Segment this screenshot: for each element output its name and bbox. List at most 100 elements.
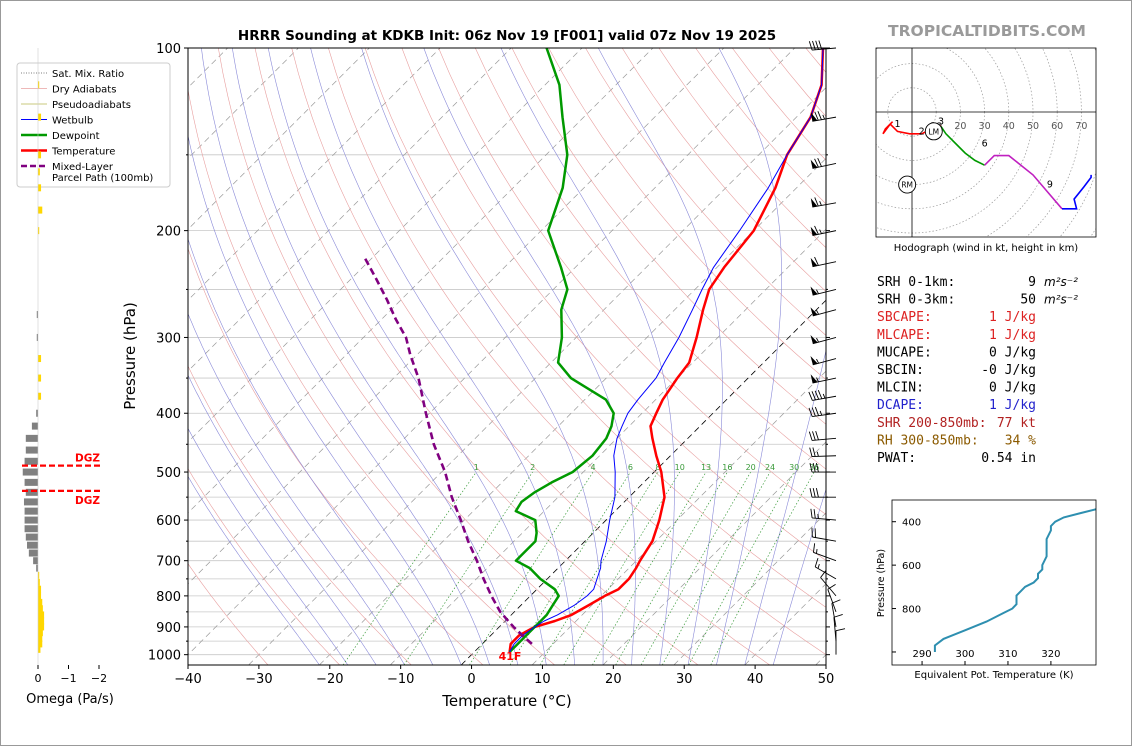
omega-bar bbox=[24, 478, 38, 486]
index-value: -0 J/kg bbox=[981, 363, 1036, 378]
isotherm bbox=[673, 512, 826, 665]
hodograph-trace bbox=[940, 126, 985, 166]
wind-barb bbox=[810, 197, 837, 208]
mixing-ratio-line bbox=[710, 471, 815, 665]
isotherm bbox=[390, 228, 826, 665]
x-tick-label: 30 bbox=[676, 672, 693, 687]
omega-bar bbox=[38, 168, 40, 176]
moist-adiabat bbox=[188, 237, 434, 665]
mixing-ratio-line bbox=[592, 471, 707, 665]
theta-e-xlabel: Equivalent Pot. Temperature (K) bbox=[914, 670, 1073, 681]
barb-half bbox=[819, 229, 822, 234]
barb-full bbox=[813, 543, 816, 553]
barb-half bbox=[819, 410, 823, 416]
omega-bar bbox=[27, 541, 38, 549]
moist-adiabat bbox=[188, 312, 405, 665]
omega-bar bbox=[38, 617, 45, 625]
legend-label: Sat. Mix. Ratio bbox=[52, 69, 124, 80]
x-tick-label: −10 bbox=[387, 672, 414, 687]
barb-full bbox=[817, 390, 823, 399]
barb-half bbox=[816, 377, 819, 382]
skewt-frame bbox=[187, 47, 827, 666]
barb-flag bbox=[810, 198, 818, 208]
dry-adiabat bbox=[548, 48, 826, 381]
theta-e-x-tick-label: 290 bbox=[913, 649, 932, 660]
dry-adiabat bbox=[475, 48, 826, 470]
mixing-ratio-line bbox=[615, 471, 728, 665]
theta-e-y-tick-label: 800 bbox=[902, 605, 921, 616]
wind-barb bbox=[814, 557, 837, 580]
barb-half bbox=[816, 310, 820, 315]
hodograph-trace bbox=[984, 154, 1063, 210]
barb-flag bbox=[810, 159, 818, 169]
barb-full bbox=[808, 391, 813, 401]
omega-bar bbox=[38, 629, 43, 637]
barb-full bbox=[812, 447, 816, 457]
mixing-ratio-label: 13 bbox=[701, 463, 711, 472]
moist-adiabat bbox=[310, 48, 575, 665]
barb-full bbox=[833, 614, 843, 618]
isotherm bbox=[188, 48, 725, 585]
y-tick-label: 300 bbox=[156, 331, 181, 346]
hodograph-plot: 1020304050607012369LMRM bbox=[876, 48, 1096, 237]
index-label: DCAPE: bbox=[877, 398, 924, 413]
dgz-label: DGZ bbox=[75, 495, 100, 507]
omega-bar bbox=[25, 434, 38, 442]
moist-adiabat bbox=[361, 48, 604, 665]
x-tick-label: 20 bbox=[605, 672, 622, 687]
omega-bar bbox=[38, 585, 42, 593]
barb-full bbox=[810, 508, 813, 519]
series-wetbulb bbox=[509, 48, 824, 653]
isotherm bbox=[460, 299, 826, 665]
wind-barb bbox=[831, 599, 841, 627]
index-value: 0.54 in bbox=[981, 451, 1036, 466]
mixing-ratio-label: 4 bbox=[591, 463, 596, 472]
barb-full bbox=[814, 197, 819, 207]
barb-half bbox=[822, 114, 825, 120]
wind-barb bbox=[810, 157, 837, 169]
wind-barb bbox=[810, 374, 837, 384]
wind-barb bbox=[810, 356, 837, 366]
barb-full bbox=[814, 390, 820, 400]
wind-barb bbox=[808, 406, 837, 418]
storm-motion-label: LM bbox=[928, 127, 939, 136]
mixing-ratio-label: 24 bbox=[765, 463, 775, 472]
omega-bar bbox=[36, 333, 38, 341]
wind-barbs bbox=[808, 40, 846, 655]
dry-adiabat bbox=[732, 48, 826, 161]
barb-staff bbox=[812, 437, 837, 441]
barb-full bbox=[815, 430, 819, 441]
wind-barb bbox=[808, 40, 837, 51]
omega-bar bbox=[38, 605, 43, 613]
index-value: 0 J/kg bbox=[989, 381, 1036, 396]
hodograph-ring-label: 60 bbox=[1051, 121, 1063, 132]
barb-staff bbox=[812, 261, 837, 268]
wind-barb bbox=[811, 527, 837, 542]
index-unit: m²s⁻² bbox=[1044, 293, 1078, 307]
barb-flag bbox=[810, 257, 818, 267]
x-tick-label: 10 bbox=[534, 672, 551, 687]
barb-full bbox=[820, 569, 827, 578]
barb-half bbox=[817, 513, 819, 519]
barb-flag bbox=[810, 112, 818, 122]
omega-bar bbox=[38, 227, 40, 235]
omega-bar bbox=[36, 409, 38, 417]
isotherm bbox=[815, 654, 826, 665]
barb-full bbox=[814, 406, 819, 416]
wind-barb bbox=[809, 488, 836, 498]
x-tick-label: −30 bbox=[245, 672, 272, 687]
moist-adiabat bbox=[772, 488, 826, 665]
barb-full bbox=[815, 40, 819, 50]
barb-full bbox=[815, 462, 819, 473]
wind-barb bbox=[833, 614, 843, 642]
legend-label: Mixed-Layer bbox=[52, 162, 114, 173]
moist-adiabat bbox=[188, 427, 349, 665]
moist-adiabat bbox=[598, 48, 723, 665]
barb-staff bbox=[812, 230, 837, 237]
wind-barb bbox=[820, 569, 837, 597]
dry-adiabat bbox=[805, 48, 826, 73]
barb-half bbox=[816, 548, 818, 554]
omega-bar bbox=[38, 355, 42, 363]
dgz-label: DGZ bbox=[75, 453, 100, 465]
barb-full bbox=[813, 509, 816, 519]
